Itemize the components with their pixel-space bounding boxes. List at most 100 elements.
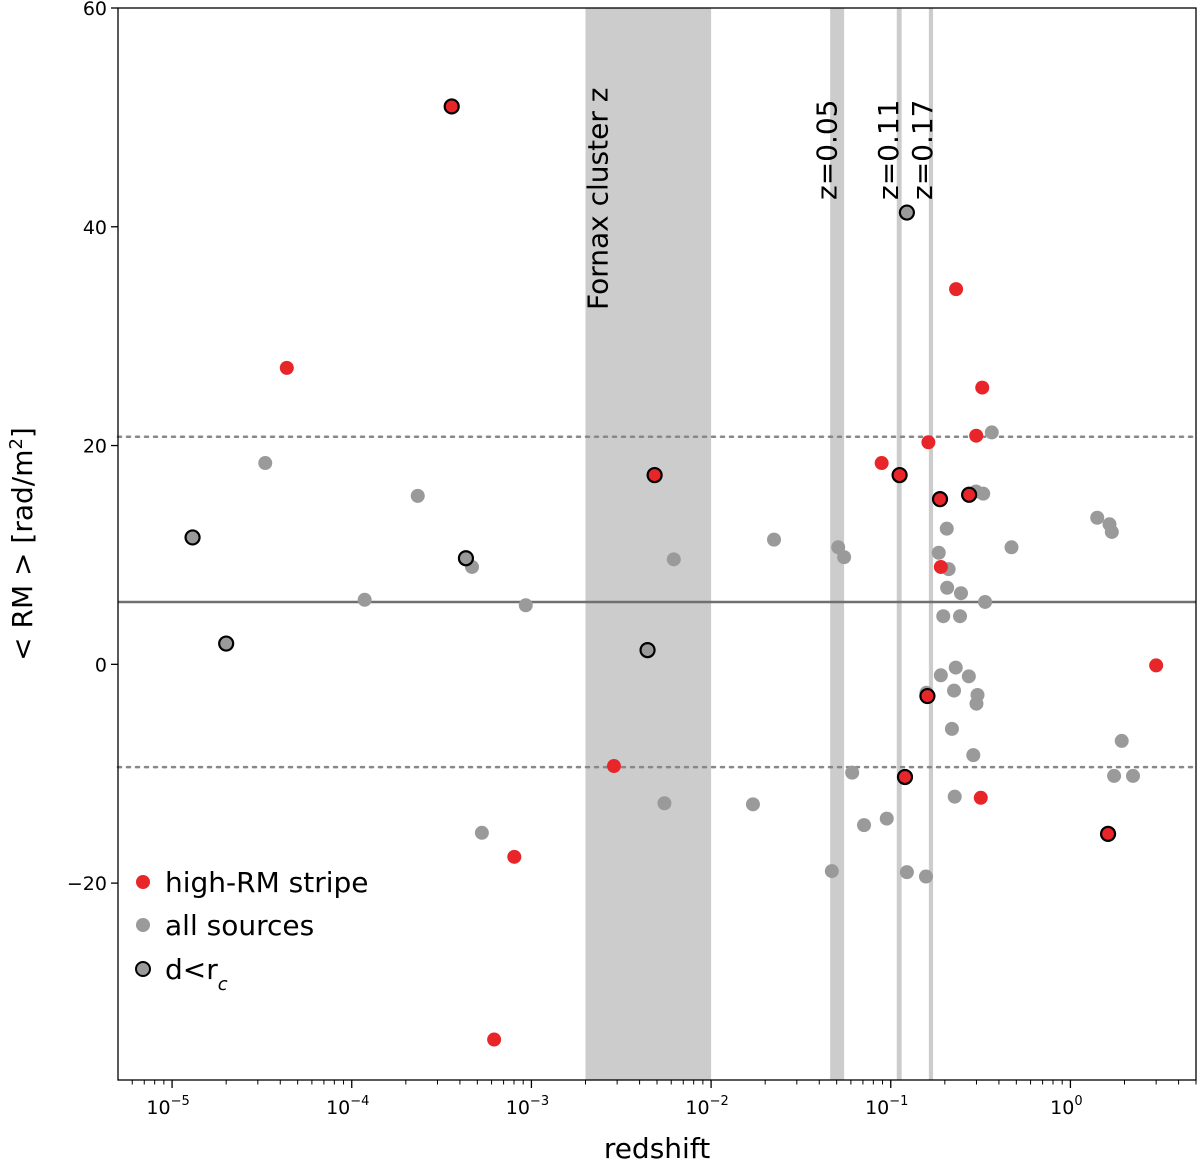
point-gray-43 (1107, 768, 1122, 783)
point-gray-16 (824, 864, 839, 879)
point-gray-2 (357, 592, 372, 607)
point-gray-7 (474, 825, 489, 840)
point-gray-14 (879, 811, 894, 826)
band-label-2: z=0.11 (872, 99, 905, 200)
point-gray-32 (970, 687, 985, 702)
point-red-11 (1149, 658, 1164, 673)
band-label-1: z=0.05 (811, 99, 844, 200)
point-gray-outlined-4 (898, 204, 916, 221)
x-tick-label-0: 10−5 (146, 1094, 189, 1119)
y-axis-label-tail: ] (6, 427, 39, 438)
point-gray-5 (666, 552, 681, 567)
y-tick-label-2: 20 (83, 436, 107, 458)
y-tick-label-4: 60 (83, 0, 107, 20)
legend: high-RM stripe all sources d<rc (135, 866, 369, 995)
y-axis-label-main: < RM > [rad/m (6, 450, 39, 661)
point-red-10 (973, 790, 988, 805)
point-gray-11 (837, 550, 852, 565)
band-3 (928, 8, 934, 1080)
point-gray-28 (953, 586, 968, 601)
legend-marker-gray (136, 918, 150, 932)
point-gray-17 (918, 869, 933, 884)
point-red-outlined-1 (646, 466, 663, 484)
x-axis: 10−5 10−4 10−3 10−2 10−1 100 (131, 1080, 1197, 1119)
band-label-0: Fornax cluster z (582, 88, 615, 310)
reference-lines (116, 435, 1198, 769)
point-gray-20 (939, 521, 954, 536)
band-0 (585, 8, 712, 1080)
band-label-3: z=0.17 (906, 99, 939, 200)
point-gray-outlined-3 (639, 642, 656, 659)
point-gray-44 (1114, 733, 1129, 748)
point-gray-30 (961, 669, 976, 684)
point-gray-33 (966, 748, 981, 763)
point-gray-29 (931, 545, 946, 560)
point-red-5 (921, 435, 936, 450)
point-red-0 (279, 360, 294, 375)
x-axis-label: redshift (604, 1132, 710, 1165)
point-gray-39 (1004, 540, 1019, 555)
point-gray-15 (899, 865, 914, 880)
point-red-4 (874, 456, 889, 471)
point-red-outlined-5 (919, 687, 936, 705)
legend-label-d-rc-sub: c (218, 974, 228, 995)
y-axis: −20 0 20 40 60 (67, 0, 118, 895)
point-red-outlined-0 (443, 98, 460, 115)
point-gray-38 (984, 425, 999, 440)
point-red-8 (969, 428, 984, 443)
legend-marker-gray-outlined (135, 961, 151, 977)
x-tick-label-1: 10−4 (326, 1094, 369, 1119)
point-gray-37 (978, 594, 993, 609)
point-red-1 (507, 849, 522, 864)
band-2 (896, 8, 902, 1080)
point-gray-outlined-2 (457, 550, 475, 567)
point-gray-40 (1090, 510, 1105, 525)
y-tick-label-3: 40 (83, 217, 107, 239)
point-gray-26 (944, 721, 959, 736)
point-gray-42 (1104, 524, 1119, 539)
legend-label-high-rm: high-RM stripe (165, 866, 369, 899)
point-red-9 (933, 559, 948, 574)
legend-label-all-sources: all sources (165, 909, 314, 942)
point-gray-0 (258, 456, 273, 471)
x-tick-label-5: 100 (1050, 1094, 1082, 1119)
point-red-6 (949, 282, 964, 297)
point-red-outlined-7 (1099, 825, 1117, 842)
point-red-3 (606, 759, 621, 774)
point-gray-4 (518, 598, 533, 613)
point-gray-6 (767, 532, 782, 547)
y-tick-label-0: −20 (67, 873, 107, 895)
point-red-7 (975, 380, 990, 395)
point-gray-25 (947, 683, 962, 698)
y-axis-label: < RM > [rad/m2] (6, 427, 40, 661)
point-gray-45 (1125, 768, 1140, 783)
point-gray-outlined-0 (184, 529, 201, 546)
point-gray-23 (940, 580, 955, 595)
legend-label-d-rc: d<rc (165, 953, 228, 995)
point-red-outlined-3 (931, 491, 949, 508)
point-red-outlined-6 (896, 768, 914, 786)
data-points (184, 98, 1164, 1047)
point-red-outlined-4 (961, 486, 978, 503)
point-gray-34 (947, 789, 962, 804)
point-gray-19 (933, 668, 948, 683)
redshift-bands (585, 8, 934, 1080)
point-gray-36 (976, 486, 991, 501)
point-gray-outlined-1 (218, 635, 235, 652)
legend-label-d-rc-main: d<r (165, 953, 218, 986)
point-gray-1 (410, 488, 425, 503)
x-tick-label-2: 10−3 (506, 1094, 549, 1119)
x-tick-label-3: 10−2 (685, 1094, 728, 1119)
point-gray-24 (948, 660, 963, 675)
y-tick-label-1: 0 (95, 654, 107, 676)
point-gray-21 (936, 609, 951, 624)
point-gray-13 (857, 818, 872, 833)
point-red-outlined-2 (891, 466, 908, 484)
band-labels: Fornax cluster z z=0.05 z=0.11 z=0.17 (582, 88, 940, 310)
point-red-2 (487, 1032, 502, 1047)
point-gray-8 (657, 796, 672, 811)
point-gray-27 (953, 609, 968, 624)
legend-marker-red (136, 875, 150, 889)
x-tick-label-4: 10−1 (865, 1094, 908, 1119)
